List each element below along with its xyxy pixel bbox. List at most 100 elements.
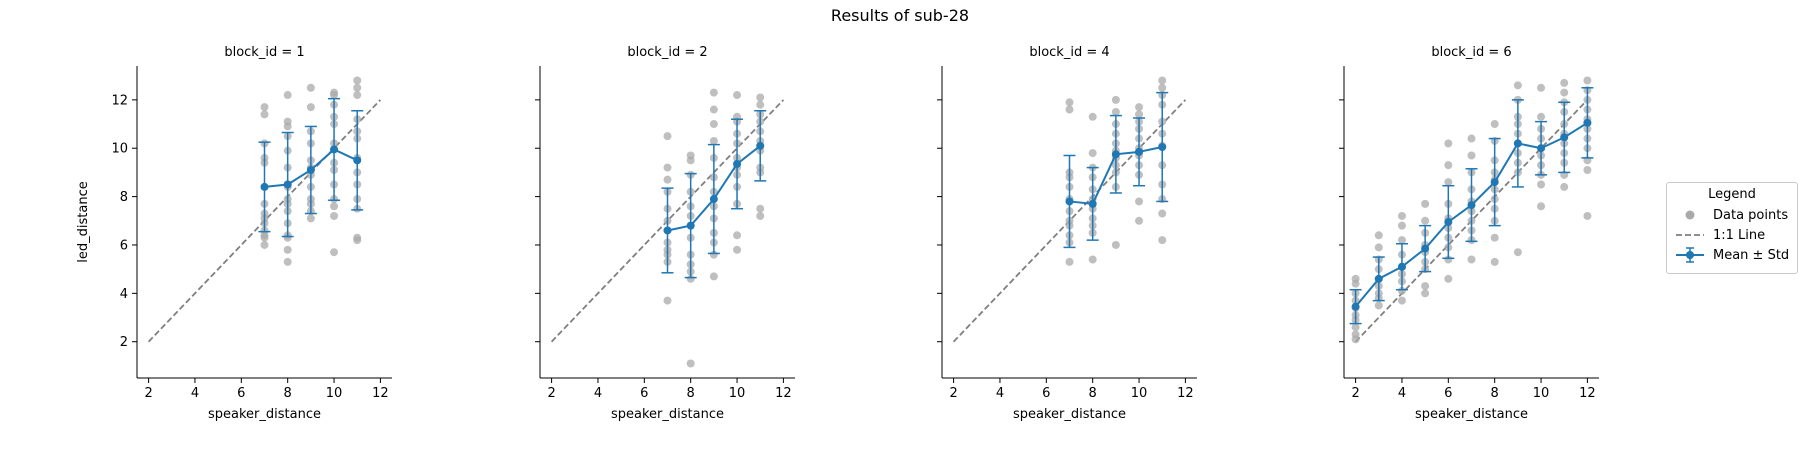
errorbar-line-icon — [1675, 246, 1705, 264]
data-point — [1397, 236, 1406, 245]
data-point — [1560, 182, 1569, 191]
data-point — [1111, 107, 1120, 116]
legend-entry-mean-std: Mean ± Std — [1675, 246, 1789, 264]
data-point — [686, 359, 695, 368]
data-point — [686, 274, 695, 283]
data-point — [353, 91, 362, 100]
x-tick-label: 2 — [949, 386, 957, 401]
mean-marker — [353, 156, 362, 165]
x-tick-label: 4 — [996, 386, 1004, 401]
data-point — [1351, 335, 1360, 344]
x-tick-label: 8 — [1491, 386, 1499, 401]
mean-marker — [663, 226, 672, 235]
data-point — [1397, 296, 1406, 305]
data-point — [1467, 151, 1476, 160]
data-point — [1088, 149, 1097, 158]
data-point — [1583, 211, 1592, 220]
mean-marker — [733, 159, 742, 168]
legend-entry-data-points: Data points — [1675, 206, 1788, 224]
figure-title: Results of sub-28 — [830, 6, 970, 25]
data-point — [283, 122, 292, 131]
data-point — [1374, 301, 1383, 310]
data-point — [306, 214, 315, 223]
y-tick-label: 10 — [111, 142, 128, 157]
dashed-line-icon — [1675, 226, 1705, 244]
x-tick-label: 4 — [1398, 386, 1406, 401]
data-point — [330, 202, 339, 211]
data-point — [1444, 178, 1453, 187]
mean-marker — [306, 166, 315, 174]
data-point — [1583, 76, 1592, 85]
mean-marker — [1135, 147, 1144, 156]
mean-marker — [1351, 302, 1360, 311]
data-point — [283, 257, 292, 266]
x-tick-label: 4 — [594, 386, 602, 401]
x-tick-label: 10 — [326, 386, 343, 401]
data-point — [1421, 282, 1430, 291]
subplot-4: block_id = 6 2 4 6 8 10 12 speaker_distance — [1339, 45, 1599, 422]
x-tick-label: 4 — [191, 386, 199, 401]
x-tick-label: 2 — [144, 386, 152, 401]
data-point — [663, 296, 672, 305]
data-point — [1088, 255, 1097, 264]
data-point — [1444, 139, 1453, 148]
mean-marker — [1560, 133, 1569, 142]
subplot-3: block_id = 4 2 4 6 8 10 12 speaker_distance — [937, 45, 1197, 422]
data-point — [1065, 98, 1074, 107]
data-point — [1467, 134, 1476, 143]
data-point — [1537, 112, 1546, 121]
mean-marker — [709, 195, 718, 204]
y-axis-label: led_distance — [76, 181, 91, 262]
data-point — [1560, 78, 1569, 87]
data-point — [260, 103, 269, 112]
mean-marker — [1444, 218, 1453, 226]
data-point — [733, 91, 742, 100]
x-tick-label: 10 — [1533, 386, 1550, 401]
x-axis-label: speaker_distance — [1415, 407, 1528, 422]
data-point — [1444, 255, 1453, 264]
data-point — [1135, 197, 1144, 206]
y-tick-label: 8 — [120, 190, 128, 205]
x-tick-label: 8 — [1089, 386, 1097, 401]
data-point — [663, 175, 672, 184]
x-axis-label: speaker_distance — [1013, 407, 1126, 422]
data-point — [1537, 83, 1546, 92]
mean-marker — [1467, 201, 1476, 210]
data-point — [1351, 279, 1360, 288]
data-point — [756, 100, 765, 109]
y-tick-label: 4 — [120, 287, 128, 302]
data-point — [1490, 120, 1499, 129]
x-tick-label: 10 — [1131, 386, 1148, 401]
data-point — [1537, 180, 1546, 189]
data-point — [1135, 216, 1144, 225]
x-axis-label: speaker_distance — [611, 407, 724, 422]
data-point — [686, 156, 695, 165]
mean-marker — [686, 221, 695, 230]
y-tick-label: 12 — [111, 93, 128, 108]
data-point — [1088, 112, 1097, 121]
data-point — [1111, 240, 1120, 249]
mean-marker — [1513, 139, 1522, 148]
data-point — [260, 110, 269, 119]
x-tick-label: 10 — [729, 386, 746, 401]
data-point — [260, 233, 269, 242]
data-point — [1397, 286, 1406, 295]
data-point — [1351, 323, 1360, 332]
x-tick-label: 2 — [547, 386, 555, 401]
legend-title: Legend — [1708, 187, 1756, 202]
data-point — [756, 204, 765, 213]
x-tick-label: 12 — [1579, 386, 1596, 401]
mean-marker — [1065, 197, 1074, 206]
data-point — [1490, 257, 1499, 266]
mean-marker — [1397, 262, 1406, 271]
data-point — [663, 132, 672, 141]
data-point — [1421, 199, 1430, 208]
mean-marker — [283, 180, 292, 189]
data-point — [756, 93, 765, 102]
subplot-title: block_id = 4 — [1029, 45, 1109, 60]
data-point — [1374, 231, 1383, 240]
data-point — [663, 163, 672, 172]
subplot-title: block_id = 2 — [627, 45, 707, 60]
legend-label: Data points — [1713, 207, 1789, 223]
